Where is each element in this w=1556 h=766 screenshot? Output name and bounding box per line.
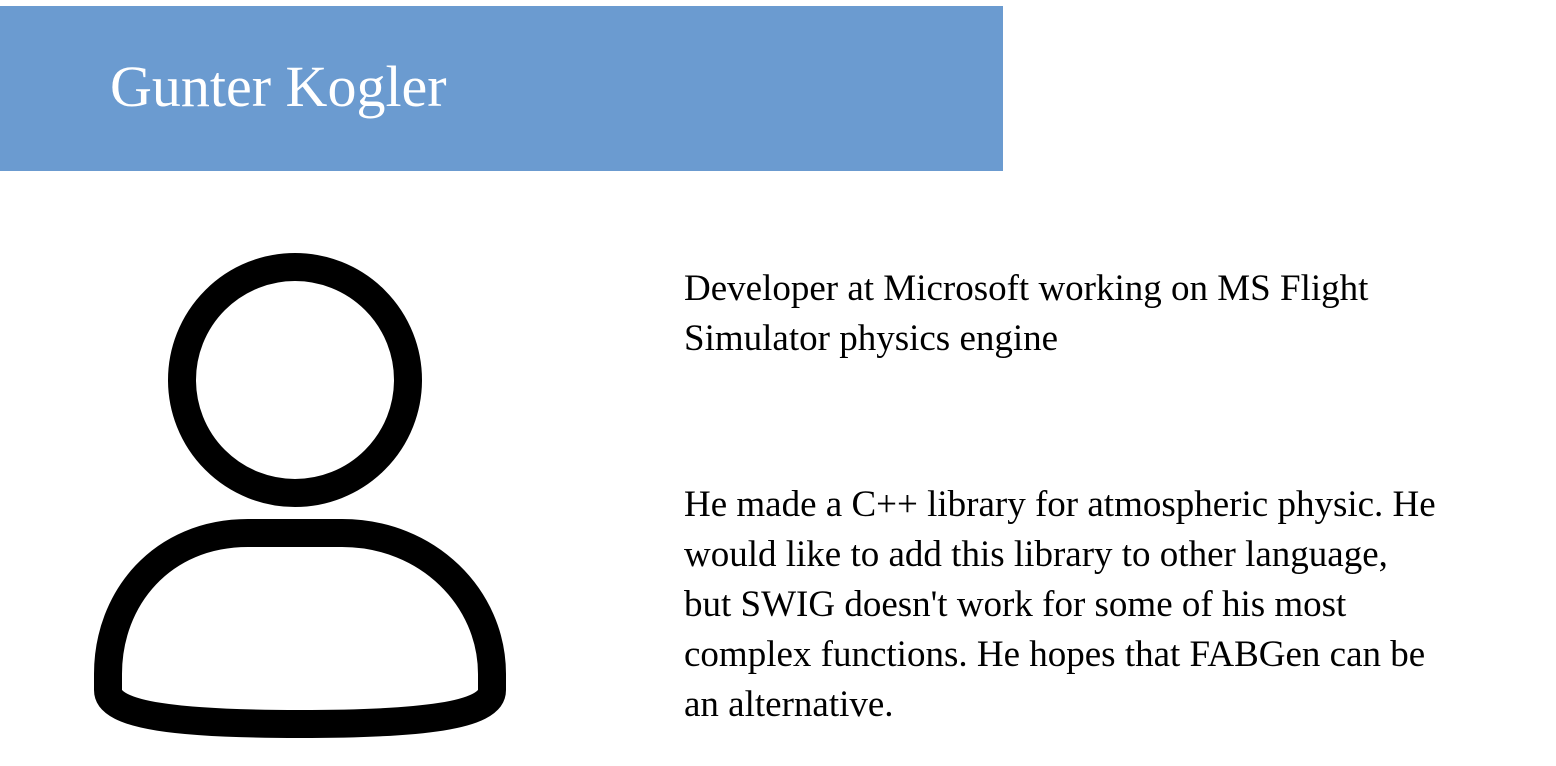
developer-role-text: Developer at Microsoft working on MS Fli… xyxy=(684,268,1369,359)
person-outline-icon xyxy=(90,248,510,742)
avatar-shoulders xyxy=(94,519,506,738)
library-story-text: He made a C++ library for atmospheric ph… xyxy=(684,484,1436,725)
slide-title: Gunter Kogler xyxy=(110,54,447,119)
avatar-head xyxy=(168,253,422,507)
title-banner: Gunter Kogler xyxy=(0,6,1003,171)
